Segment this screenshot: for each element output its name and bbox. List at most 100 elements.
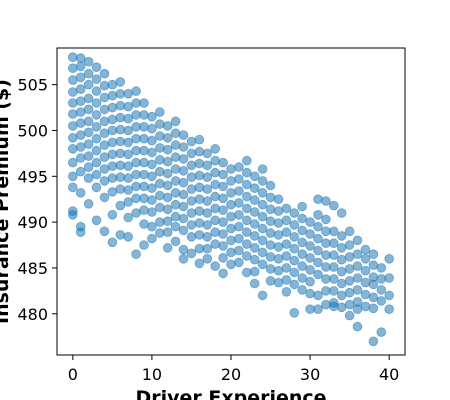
- data-point: [218, 217, 228, 227]
- data-point: [131, 110, 141, 120]
- data-point: [107, 161, 118, 172]
- data-point: [139, 133, 149, 144]
- data-point: [115, 230, 126, 240]
- data-point: [305, 288, 315, 299]
- data-point: [352, 261, 363, 271]
- data-point: [75, 53, 86, 63]
- x-tick-label: 40: [379, 365, 399, 384]
- data-point: [242, 239, 252, 249]
- data-point: [257, 176, 268, 186]
- data-point: [194, 182, 205, 193]
- data-point: [289, 232, 300, 242]
- data-point: [257, 290, 268, 301]
- data-point: [123, 125, 133, 136]
- data-point: [115, 184, 126, 194]
- data-point: [162, 144, 173, 155]
- data-point: [83, 68, 94, 79]
- data-point: [91, 122, 102, 132]
- data-point: [186, 172, 197, 183]
- data-point: [178, 166, 189, 176]
- data-point: [281, 251, 292, 261]
- data-point: [115, 77, 126, 87]
- data-point: [257, 223, 268, 234]
- data-point: [210, 203, 221, 214]
- data-point: [194, 146, 205, 157]
- data-point: [321, 214, 331, 225]
- data-point: [344, 287, 355, 298]
- data-point: [155, 217, 165, 227]
- data-point: [170, 236, 181, 247]
- data-point: [115, 200, 126, 211]
- data-point: [289, 220, 300, 230]
- data-point: [139, 122, 149, 132]
- data-point: [99, 152, 110, 162]
- data-point: [91, 169, 102, 180]
- data-point: [376, 285, 387, 295]
- data-point: [115, 100, 126, 111]
- data-point: [91, 86, 102, 96]
- data-point: [99, 104, 110, 115]
- y-tick-label: 485: [17, 259, 48, 278]
- data-point: [147, 233, 157, 244]
- y-axis-title: Insurance Premium ($): [0, 79, 13, 324]
- data-point: [68, 133, 78, 143]
- data-point: [297, 285, 308, 295]
- data-point: [273, 277, 284, 288]
- data-point: [265, 275, 276, 286]
- data-point: [178, 189, 189, 200]
- data-point: [170, 116, 181, 127]
- data-point: [178, 142, 189, 152]
- data-point: [352, 285, 363, 295]
- data-point: [218, 181, 228, 192]
- data-point: [91, 98, 102, 108]
- data-point: [162, 192, 173, 203]
- x-tick-label: 0: [68, 365, 78, 384]
- data-point: [162, 156, 173, 167]
- x-axis-ticks: 0 10 20 30 40: [68, 355, 399, 384]
- data-point: [202, 253, 213, 264]
- data-point: [155, 155, 165, 165]
- y-tick-label: 505: [17, 76, 48, 95]
- x-tick-label: 30: [300, 365, 320, 384]
- data-point: [91, 182, 102, 193]
- data-point: [107, 90, 118, 101]
- data-point: [68, 52, 78, 62]
- data-point: [99, 226, 110, 237]
- data-point: [155, 166, 165, 177]
- data-point: [202, 172, 213, 183]
- data-point: [321, 226, 331, 237]
- data-point: [242, 215, 252, 226]
- data-point: [289, 307, 300, 318]
- data-point: [131, 249, 141, 260]
- data-point: [384, 290, 395, 301]
- data-point: [344, 240, 355, 250]
- data-point: [336, 302, 347, 313]
- data-point: [210, 191, 221, 202]
- data-point: [289, 243, 300, 254]
- data-point: [344, 299, 355, 310]
- data-point: [139, 110, 149, 120]
- data-point: [83, 173, 94, 183]
- data-point: [242, 227, 252, 238]
- data-point: [68, 171, 78, 182]
- data-point: [242, 203, 252, 214]
- data-point: [123, 185, 133, 195]
- data-point: [123, 137, 133, 148]
- data-point: [273, 265, 284, 276]
- data-point: [99, 92, 110, 103]
- data-point: [313, 210, 323, 220]
- data-point: [297, 261, 308, 271]
- data-point: [210, 239, 221, 249]
- data-point: [273, 253, 284, 264]
- data-point: [297, 225, 308, 236]
- data-point: [68, 157, 78, 168]
- data-point: [352, 321, 363, 332]
- data-point: [360, 277, 371, 288]
- data-point: [249, 183, 260, 194]
- data-point: [107, 114, 118, 125]
- data-point: [281, 227, 292, 238]
- data-point: [123, 89, 133, 99]
- data-point: [75, 72, 86, 83]
- data-point: [186, 208, 197, 218]
- data-point: [186, 220, 197, 230]
